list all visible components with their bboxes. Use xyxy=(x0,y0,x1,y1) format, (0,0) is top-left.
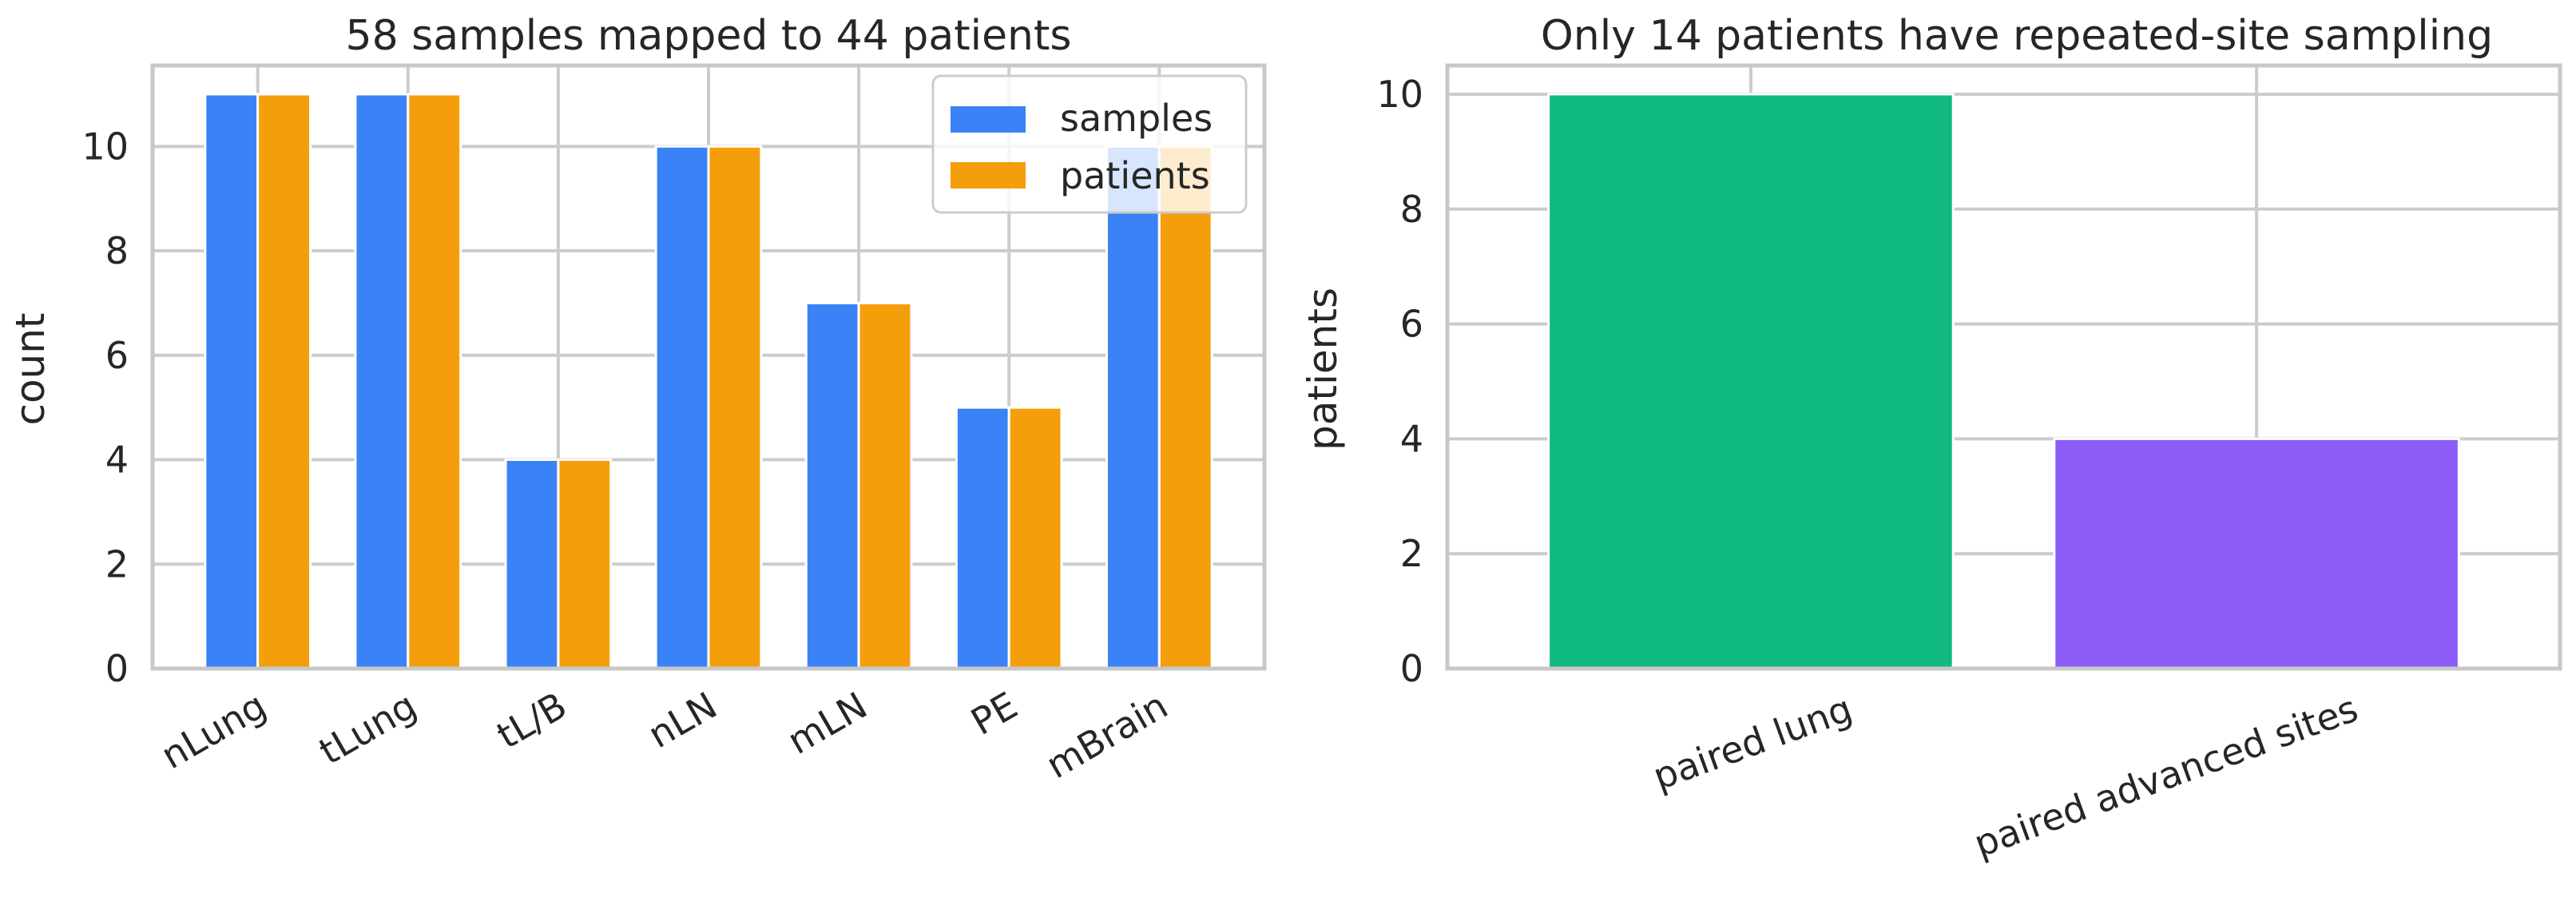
right-x-tick-label-paired-advanced-sites: paired advanced sites xyxy=(1968,687,2364,866)
right-plot-frame xyxy=(1445,63,2562,671)
left-plot-frame xyxy=(150,63,1267,671)
left-y-axis-label: count xyxy=(7,312,54,425)
bar-patients-tl-b xyxy=(557,458,613,670)
left-bars xyxy=(204,93,1213,670)
right-y-tick-label: 10 xyxy=(1376,73,1423,116)
right-y-axis-label: patients xyxy=(1300,288,1346,451)
legend-swatch-samples xyxy=(951,106,1026,133)
bar-paired-lung xyxy=(1547,93,1955,670)
left-y-tick-label: 0 xyxy=(105,647,129,690)
legend-label-patients: patients xyxy=(1060,154,1210,197)
bar-patients-nlung xyxy=(256,93,312,670)
left-chart-title: 58 samples mapped to 44 patients xyxy=(345,12,1071,60)
right-y-ticks: 0 2 4 6 8 10 xyxy=(1376,73,1423,690)
right-chart: Only 14 patients have repeated-site samp… xyxy=(1300,12,2562,866)
left-x-tick-label-nlung: nLung xyxy=(154,684,274,778)
bar-samples-pe xyxy=(955,406,1010,670)
bar-patients-pe xyxy=(1007,406,1063,670)
bar-samples-tlung xyxy=(354,93,410,670)
bar-samples-mbrain xyxy=(1105,145,1161,670)
left-x-tick-label-mln: mLN xyxy=(780,684,875,763)
bar-patients-tlung xyxy=(407,93,462,670)
right-x-ticks: paired lung paired advanced sites xyxy=(1647,687,2363,866)
right-y-tick-label: 0 xyxy=(1400,647,1423,690)
left-y-tick-label: 8 xyxy=(105,229,129,272)
legend-label-samples: samples xyxy=(1060,97,1213,140)
right-chart-title: Only 14 patients have repeated-site samp… xyxy=(1541,12,2493,60)
left-y-ticks: 0 2 4 6 8 10 xyxy=(81,125,129,690)
bar-patients-nln xyxy=(707,145,763,670)
left-x-tick-label-nln: nLN xyxy=(641,684,724,756)
bar-samples-mln xyxy=(804,301,860,670)
left-x-ticks: nLung tLung tL/B nLN mLN PE mBrain xyxy=(154,684,1175,787)
left-y-tick-label: 2 xyxy=(105,542,129,585)
left-x-tick-label-mbrain: mBrain xyxy=(1039,684,1175,787)
right-y-tick-label: 6 xyxy=(1400,303,1423,346)
bar-patients-mln xyxy=(857,301,913,670)
left-x-tick-label-tlung: tLung xyxy=(312,684,423,773)
left-x-tick-label-tl-b: tL/B xyxy=(490,684,574,757)
right-x-tick-label-paired-lung: paired lung xyxy=(1647,687,1857,799)
bar-samples-nln xyxy=(654,145,710,670)
bar-samples-nlung xyxy=(204,93,260,670)
left-y-tick-label: 10 xyxy=(81,125,129,168)
bar-paired-advanced-sites xyxy=(2053,437,2460,670)
bar-samples-tl-b xyxy=(504,458,560,670)
right-y-tick-label: 2 xyxy=(1400,532,1423,575)
left-x-tick-label-pe: PE xyxy=(964,684,1025,744)
legend-swatch-patients xyxy=(951,162,1026,189)
right-y-tick-label: 4 xyxy=(1400,417,1423,460)
right-bars xyxy=(1547,93,2460,670)
left-y-tick-label: 6 xyxy=(105,334,129,377)
bar-patients-mbrain xyxy=(1157,145,1213,670)
legend: samples patients xyxy=(931,74,1248,214)
left-chart: 58 samples mapped to 44 patients count 0… xyxy=(7,12,1267,787)
right-y-tick-label: 8 xyxy=(1400,188,1423,231)
left-y-tick-label: 4 xyxy=(105,439,129,482)
